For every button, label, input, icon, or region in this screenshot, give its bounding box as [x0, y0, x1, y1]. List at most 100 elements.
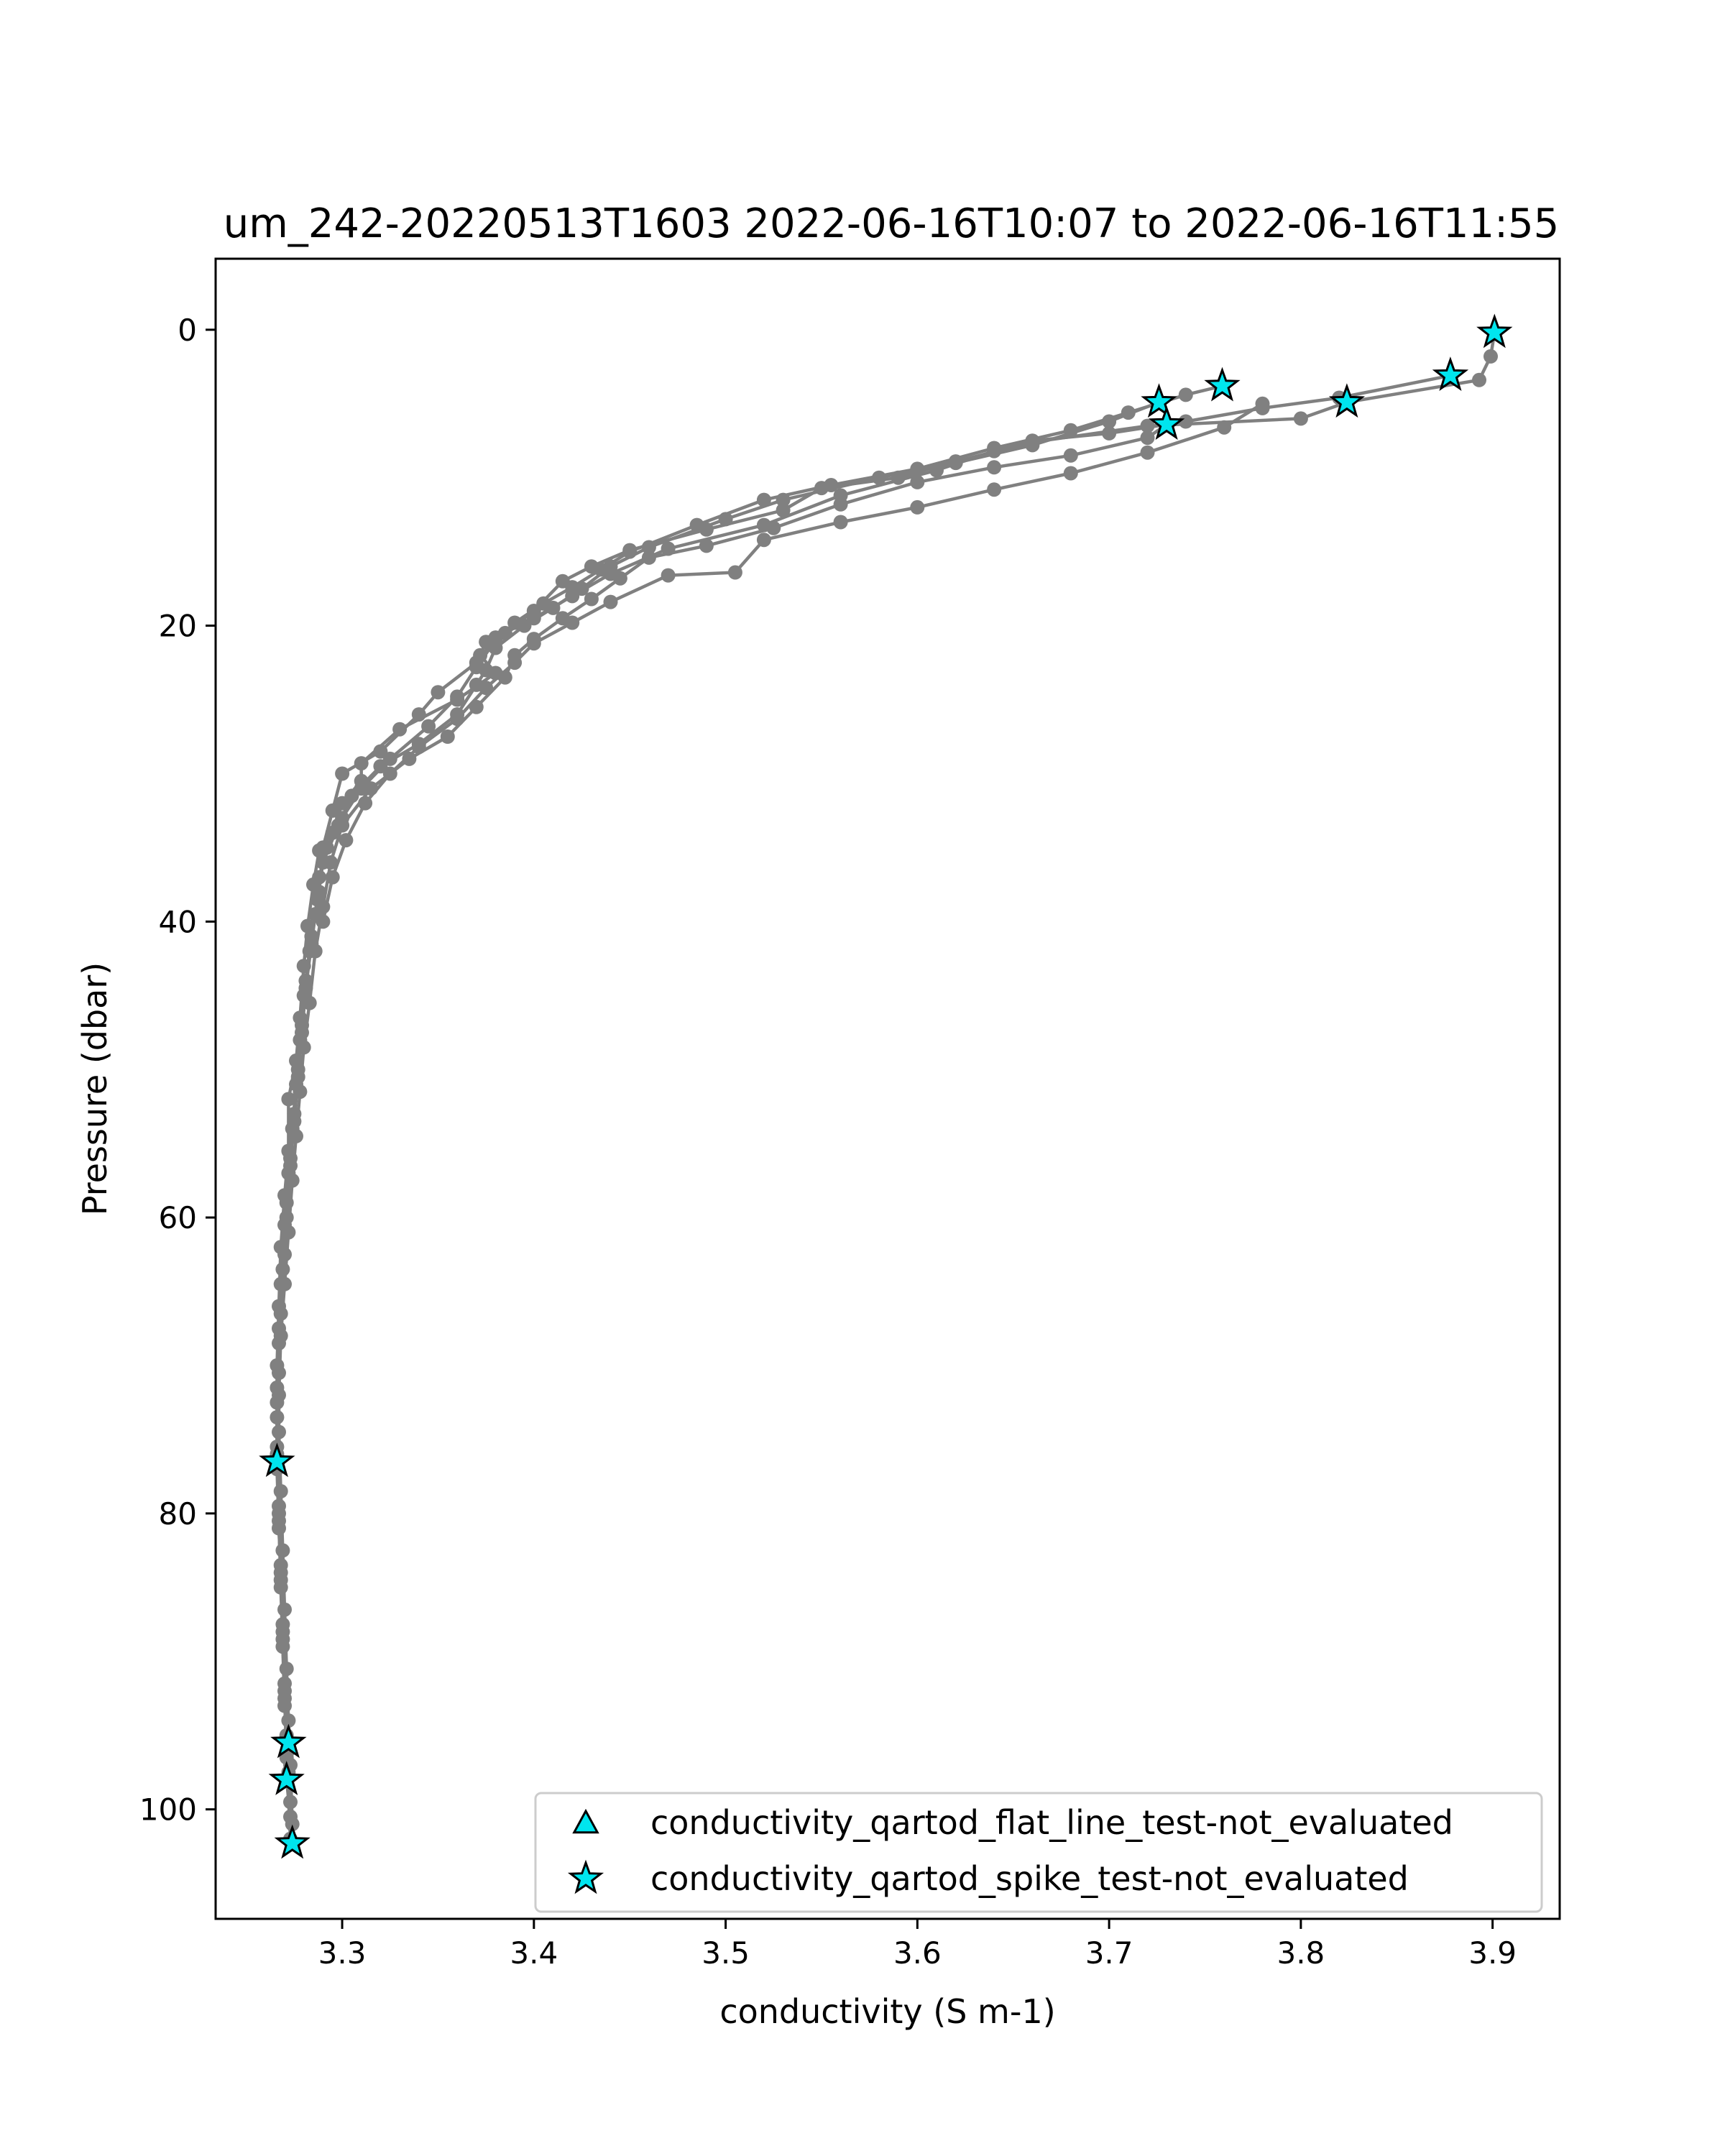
- profile-point: [727, 565, 742, 580]
- profile-point: [1140, 445, 1155, 460]
- spike-test-marker: [1432, 356, 1469, 392]
- profile-point: [272, 1506, 286, 1521]
- profile-point: [411, 707, 426, 722]
- y-tick-label: 60: [159, 1200, 197, 1235]
- profile-point: [699, 538, 714, 553]
- profile-point: [1178, 414, 1193, 429]
- spike-test-marker: [1476, 313, 1513, 349]
- profile-point: [833, 497, 848, 512]
- profile-point: [987, 482, 1002, 497]
- profile-point: [335, 818, 350, 833]
- profile-point: [1063, 466, 1078, 481]
- profile-point: [910, 499, 925, 515]
- chart-title: um_242-20220513T1603 2022-06-16T10:07 to…: [224, 201, 1560, 247]
- profile-point: [1178, 387, 1193, 402]
- spike-test-marker: [1141, 383, 1177, 418]
- profile-point: [431, 685, 446, 700]
- legend-entry-spike: conductivity_qartod_spike_test-not_evalu…: [650, 1859, 1409, 1898]
- profile-point: [833, 515, 848, 530]
- profile-point: [285, 1173, 300, 1188]
- axes-frame: [214, 257, 1561, 1920]
- profile-point: [603, 559, 618, 574]
- y-tick-label: 100: [139, 1792, 197, 1828]
- spike-test-marker: [268, 1761, 305, 1795]
- profile-point: [335, 766, 350, 781]
- profile-point: [281, 1225, 296, 1240]
- profile-point: [302, 995, 317, 1010]
- profile-point: [565, 615, 580, 630]
- profile-point: [756, 533, 771, 548]
- profile-point: [339, 833, 354, 848]
- legend-box: [534, 1792, 1543, 1913]
- profile-point: [273, 1484, 288, 1498]
- profile-point: [450, 689, 465, 704]
- profile-point: [279, 1662, 294, 1677]
- profiles-layer: [270, 325, 1502, 1851]
- x-tick-label: 3.5: [702, 1935, 750, 1971]
- x-axis-label: conductivity (S m-1): [719, 1992, 1055, 2031]
- y-tick-label: 20: [159, 609, 197, 644]
- profile-point: [1484, 349, 1498, 364]
- profile-point: [325, 870, 340, 885]
- profile-point: [507, 655, 523, 671]
- profile-point: [1217, 420, 1232, 435]
- profile-point: [308, 944, 323, 959]
- profile-point: [382, 766, 397, 781]
- profile-point: [526, 636, 541, 651]
- profile-point: [1025, 438, 1040, 453]
- profile-point: [273, 1572, 288, 1588]
- legend: conductivity_qartod_flat_line_test-not_e…: [534, 1792, 1543, 1913]
- y-tick-label: 40: [159, 904, 197, 939]
- spike-test-marker: [259, 1442, 295, 1478]
- profile-point: [574, 581, 589, 596]
- spike-test-marker: [270, 1723, 307, 1759]
- profile-point: [450, 711, 465, 727]
- profile-point: [283, 1795, 298, 1810]
- y-axis-ticks: 0 20 40 60 80 100: [139, 313, 216, 1828]
- profile-point: [479, 663, 494, 678]
- legend-star-marker: [567, 1859, 604, 1894]
- x-axis-ticks: 3.3 3.4 3.5 3.6 3.7 3.8 3.9: [318, 1919, 1517, 1971]
- profile-point: [289, 1128, 303, 1143]
- profile-point: [1140, 430, 1155, 446]
- profile-point: [661, 568, 676, 583]
- profile-point: [277, 1602, 292, 1617]
- profile-point: [277, 1276, 292, 1291]
- profile-point: [402, 751, 417, 766]
- profile-point: [718, 512, 733, 527]
- legend-star-icon: [567, 1859, 604, 1894]
- y-tick-label: 80: [159, 1496, 197, 1531]
- profile-point: [766, 520, 781, 535]
- profile-line: [321, 402, 1264, 922]
- profile-point: [584, 591, 599, 607]
- profile-point: [275, 1262, 290, 1277]
- profile-point: [1063, 448, 1078, 463]
- profile-point: [910, 474, 925, 489]
- profile-point: [293, 1084, 308, 1100]
- profile-4: [270, 417, 1174, 1846]
- profile-point: [273, 1328, 288, 1343]
- y-tick-label: 0: [178, 313, 197, 348]
- profile-point: [641, 550, 656, 565]
- profile-5: [316, 396, 1270, 929]
- profile-point: [392, 722, 408, 737]
- y-axis-label: Pressure (dbar): [75, 962, 114, 1215]
- x-tick-label: 3.3: [318, 1935, 367, 1971]
- legend-entry-flat-line: conductivity_qartod_flat_line_test-not_e…: [650, 1803, 1453, 1842]
- profile-point: [279, 1210, 294, 1225]
- x-tick-label: 3.6: [893, 1935, 942, 1971]
- x-tick-label: 3.4: [510, 1935, 558, 1971]
- profile-point: [316, 914, 331, 929]
- profile-point: [440, 729, 455, 744]
- profile-point: [272, 1388, 286, 1403]
- profile-point: [323, 855, 339, 870]
- x-tick-label: 3.7: [1085, 1935, 1133, 1971]
- spike-test-marker: [1204, 367, 1241, 402]
- profile-point: [411, 740, 426, 755]
- profile-point: [1293, 411, 1308, 426]
- profile-point: [776, 492, 791, 507]
- profile-point: [275, 1631, 290, 1646]
- profile-point: [296, 1040, 311, 1055]
- profile-point: [1255, 396, 1270, 411]
- legend-triangle-marker: [572, 1808, 599, 1834]
